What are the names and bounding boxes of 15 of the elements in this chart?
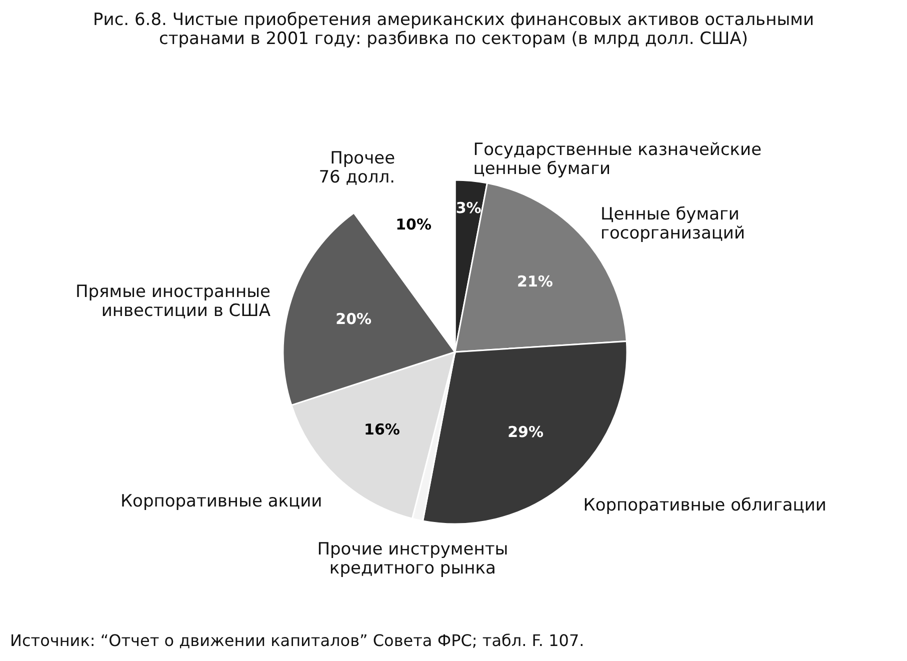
slice-label: Ценные бумаги госорганизаций	[600, 204, 746, 244]
data-label: 29%	[508, 422, 544, 441]
slice-label: Корпоративные акции	[120, 491, 322, 512]
data-label: 16%	[364, 420, 400, 439]
slice-label: Корпоративные облигации	[583, 496, 826, 516]
chart-title: Рис. 6.8. Чистые приобретения американских финансовых активов остальными странами в 2001 году: разбивка по секторам (в млрд долл. США)	[93, 10, 814, 49]
slice-label: Прямые иностранные инвестиции в США	[75, 282, 271, 322]
data-label: 10%	[396, 215, 432, 234]
data-label: 21%	[517, 272, 553, 290]
text: Источник: “Отчет о движении капиталов” Совета ФРС; табл. F. 107.	[10, 631, 584, 650]
slice-label: Прочее 76 долл.	[318, 148, 396, 188]
data-label: 20%	[336, 310, 372, 328]
slice-label: Прочие инструменты кредитного рынка	[317, 539, 508, 578]
data-label: 3%	[456, 199, 482, 218]
slice-label: Государственные казначейские ценные бумаги	[473, 140, 762, 179]
